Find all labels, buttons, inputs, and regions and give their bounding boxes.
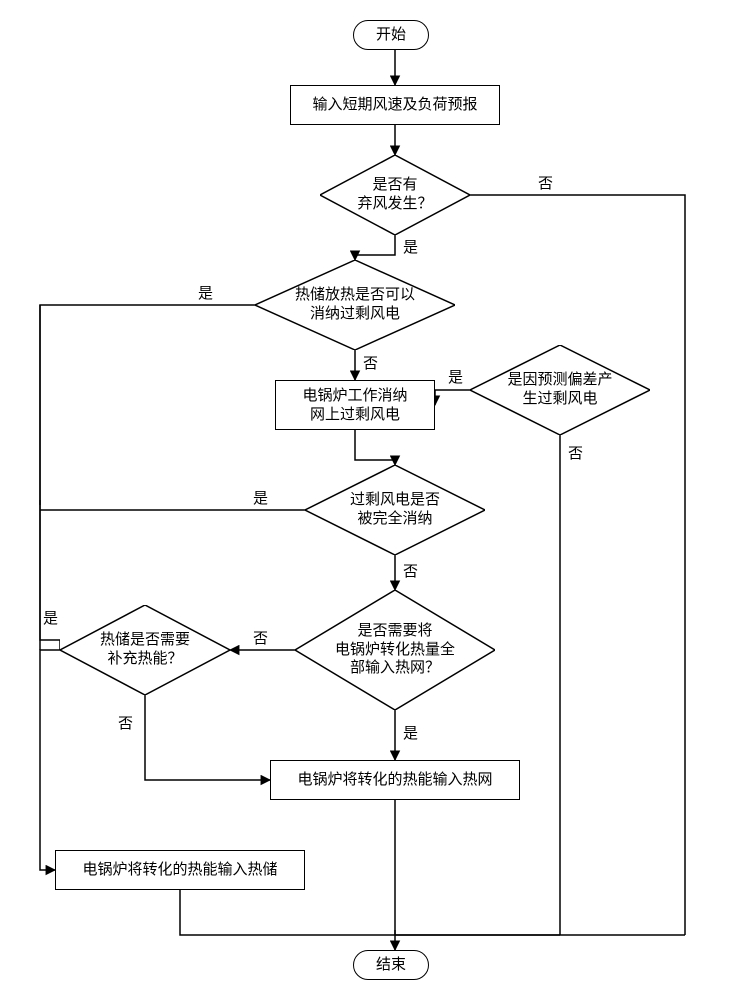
d6-yes-label: 是 <box>43 607 58 628</box>
d5-no-label: 否 <box>253 627 268 648</box>
d1-yes-label: 是 <box>403 236 418 257</box>
d2-yes-label: 是 <box>198 282 213 303</box>
d3-label: 是因预测偏差产生过剩风电 <box>489 371 630 409</box>
decision-curtailment: 是否有弃风发生？ <box>320 155 470 235</box>
d1-label: 是否有弃风发生？ <box>339 176 450 214</box>
decision-fully-absorbed: 过剩风电是否被完全消纳 <box>305 465 485 555</box>
decision-recharge-storage: 热储是否需要补充热能？ <box>60 605 230 695</box>
boiler-label: 电锅炉工作消纳网上过剩风电 <box>302 386 407 425</box>
d5-label: 是否需要将电锅炉转化热量全部输入热网？ <box>317 622 473 678</box>
d4-no-label: 否 <box>403 560 418 581</box>
decision-all-to-net: 是否需要将电锅炉转化热量全部输入热网？ <box>295 590 495 710</box>
d2-label: 热储放热是否可以消纳过剩风电 <box>277 286 433 324</box>
boiler-node: 电锅炉工作消纳网上过剩风电 <box>275 380 435 430</box>
decision-storage-discharge: 热储放热是否可以消纳过剩风电 <box>255 260 455 350</box>
input-node: 输入短期风速及负荷预报 <box>290 85 500 125</box>
d4-label: 过剩风电是否被完全消纳 <box>332 491 458 529</box>
start-node: 开始 <box>353 20 429 50</box>
d3-yes-label: 是 <box>448 366 463 387</box>
d6-no-label: 否 <box>118 712 133 733</box>
to-store-label: 电锅炉将转化的热能输入热储 <box>82 860 277 880</box>
decision-forecast-bias: 是因预测偏差产生过剩风电 <box>470 345 650 435</box>
to-store-node: 电锅炉将转化的热能输入热储 <box>55 850 305 890</box>
to-net-node: 电锅炉将转化的热能输入热网 <box>270 760 520 800</box>
d3-no-label: 否 <box>568 442 583 463</box>
d4-yes-label: 是 <box>253 487 268 508</box>
d6-label: 热储是否需要补充热能？ <box>82 631 208 669</box>
d1-no-label: 否 <box>538 172 553 193</box>
d5-yes-label: 是 <box>403 722 418 743</box>
input-label: 输入短期风速及负荷预报 <box>312 95 477 115</box>
to-net-label: 电锅炉将转化的热能输入热网 <box>297 770 492 790</box>
start-label: 开始 <box>376 25 406 45</box>
end-label: 结束 <box>376 955 406 975</box>
d2-no-label: 否 <box>363 352 378 373</box>
end-node: 结束 <box>353 950 429 980</box>
